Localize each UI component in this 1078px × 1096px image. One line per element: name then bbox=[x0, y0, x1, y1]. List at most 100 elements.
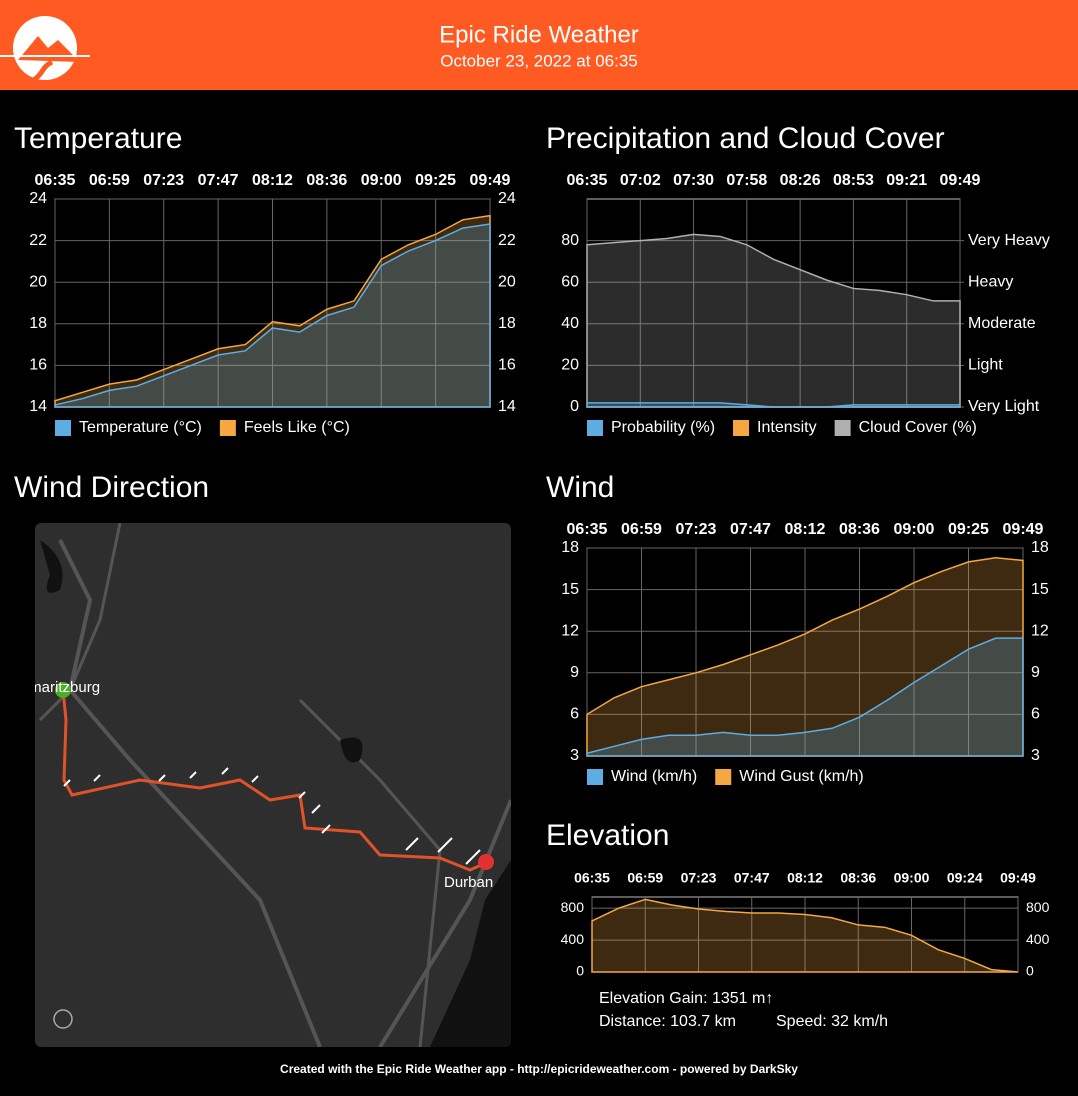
map-label: Durban bbox=[444, 874, 493, 891]
x-tick-label: 09:49 bbox=[1000, 870, 1036, 886]
area bbox=[586, 556, 1024, 757]
legend-swatch bbox=[834, 420, 851, 436]
x-tick-label: 09:21 bbox=[886, 172, 927, 189]
area bbox=[586, 637, 1024, 757]
x-tick-label: 06:35 bbox=[567, 521, 608, 538]
y-tick-label: 24 bbox=[29, 190, 47, 207]
x-tick-label: 07:47 bbox=[734, 870, 770, 886]
y-tick-label-right: 6 bbox=[1031, 706, 1040, 723]
y-tick-label: 15 bbox=[561, 581, 579, 598]
area bbox=[586, 233, 961, 408]
x-tick-label: 08:12 bbox=[785, 521, 826, 538]
y2-tick-label: Very Light bbox=[968, 398, 1040, 415]
legend-label: Wind Gust (km/h) bbox=[739, 768, 863, 785]
y-tick-label: 60 bbox=[561, 273, 579, 290]
y-tick-label-right: 800 bbox=[1026, 899, 1050, 915]
report-date: October 23, 2022 at 06:35 bbox=[440, 51, 638, 70]
speed: Speed: 32 km/h bbox=[776, 1013, 888, 1030]
x-tick-label: 06:59 bbox=[89, 172, 130, 189]
x-tick-label: 07:30 bbox=[673, 172, 714, 189]
y-tick-label: 20 bbox=[561, 357, 579, 374]
area bbox=[54, 223, 491, 408]
legend-label: Feels Like (°C) bbox=[244, 419, 350, 436]
chart-title: Temperature bbox=[14, 122, 182, 155]
x-tick-label: 07:23 bbox=[681, 870, 717, 886]
x-tick-label: 09:49 bbox=[940, 172, 981, 189]
legend-swatch bbox=[55, 420, 71, 436]
y-tick-label: 0 bbox=[570, 398, 579, 415]
x-tick-label: 07:23 bbox=[676, 521, 717, 538]
y-tick-label-right: 16 bbox=[498, 357, 516, 374]
y-tick-label: 12 bbox=[561, 622, 579, 639]
logo bbox=[0, 16, 90, 85]
y-tick-label-right: 20 bbox=[498, 273, 516, 290]
legend-label: Probability (%) bbox=[611, 419, 715, 436]
x-tick-label: 07:02 bbox=[620, 172, 661, 189]
y-tick-label-right: 22 bbox=[498, 232, 516, 249]
distance: Distance: 103.7 km bbox=[599, 1013, 736, 1030]
legend-label: Temperature (°C) bbox=[79, 419, 202, 436]
x-tick-label: 09:00 bbox=[894, 521, 935, 538]
y-tick-label-right: 24 bbox=[498, 190, 516, 207]
area bbox=[54, 214, 491, 408]
y2-tick-label: Moderate bbox=[968, 315, 1036, 332]
x-tick-label: 08:53 bbox=[833, 172, 874, 189]
legend-swatch bbox=[587, 769, 603, 785]
legend-label: Wind (km/h) bbox=[611, 768, 697, 785]
x-tick-label: 09:25 bbox=[948, 521, 989, 538]
section-title: Wind Direction bbox=[14, 471, 209, 504]
y-tick-label: 40 bbox=[561, 315, 579, 332]
map-label: Pietermaritzburg bbox=[0, 679, 100, 696]
y-tick-label-right: 0 bbox=[1026, 963, 1034, 979]
y-tick-label: 18 bbox=[561, 539, 579, 556]
area bbox=[591, 898, 1019, 973]
legend-swatch bbox=[715, 769, 732, 785]
chart-title: Precipitation and Cloud Cover bbox=[546, 122, 945, 155]
y-tick-label-right: 18 bbox=[498, 315, 516, 332]
y-tick-label: 6 bbox=[570, 706, 579, 723]
legend-label: Intensity bbox=[757, 419, 817, 436]
y-tick-label-right: 9 bbox=[1031, 664, 1040, 681]
y-tick-label-right: 3 bbox=[1031, 747, 1040, 764]
footer: Created with the Epic Ride Weather app -… bbox=[280, 1062, 798, 1076]
chart-title: Elevation bbox=[546, 819, 669, 852]
x-tick-label: 09:49 bbox=[470, 172, 511, 189]
y2-tick-label: Very Heavy bbox=[968, 232, 1050, 249]
x-tick-label: 06:59 bbox=[627, 870, 663, 886]
app-title: Epic Ride Weather bbox=[439, 21, 639, 48]
legend-swatch bbox=[733, 420, 750, 436]
chart-title: Wind bbox=[546, 471, 614, 504]
y-tick-label: 800 bbox=[561, 899, 585, 915]
x-tick-label: 08:36 bbox=[839, 521, 880, 538]
x-tick-label: 08:12 bbox=[787, 870, 823, 886]
legend-swatch bbox=[587, 420, 603, 436]
y2-tick-label: Heavy bbox=[968, 273, 1013, 290]
x-tick-label: 09:00 bbox=[894, 870, 930, 886]
x-tick-label: 07:23 bbox=[143, 172, 184, 189]
legend-swatch bbox=[219, 420, 236, 436]
x-tick-label: 09:25 bbox=[415, 172, 456, 189]
x-tick-label: 08:12 bbox=[252, 172, 293, 189]
x-tick-label: 07:47 bbox=[198, 172, 239, 189]
legend-label: Cloud Cover (%) bbox=[859, 419, 977, 436]
y-tick-label-right: 12 bbox=[1031, 622, 1049, 639]
y-tick-label-right: 15 bbox=[1031, 581, 1049, 598]
x-tick-label: 09:24 bbox=[947, 870, 983, 886]
y-tick-label: 400 bbox=[561, 931, 585, 947]
x-tick-label: 06:59 bbox=[621, 521, 662, 538]
y-tick-label: 22 bbox=[29, 232, 47, 249]
x-tick-label: 06:35 bbox=[574, 870, 610, 886]
header-bar bbox=[0, 0, 1078, 90]
y-tick-label: 14 bbox=[29, 398, 47, 415]
elevation-gain: Elevation Gain: 1351 m↑ bbox=[599, 990, 773, 1007]
y-tick-label-right: 18 bbox=[1031, 539, 1049, 556]
x-tick-label: 06:35 bbox=[35, 172, 76, 189]
y-tick-label: 3 bbox=[570, 747, 579, 764]
y-tick-label: 80 bbox=[561, 232, 579, 249]
y-tick-label-right: 14 bbox=[498, 398, 516, 415]
x-tick-label: 07:58 bbox=[726, 172, 767, 189]
y-tick-label-right: 400 bbox=[1026, 931, 1050, 947]
y-tick-label: 18 bbox=[29, 315, 47, 332]
